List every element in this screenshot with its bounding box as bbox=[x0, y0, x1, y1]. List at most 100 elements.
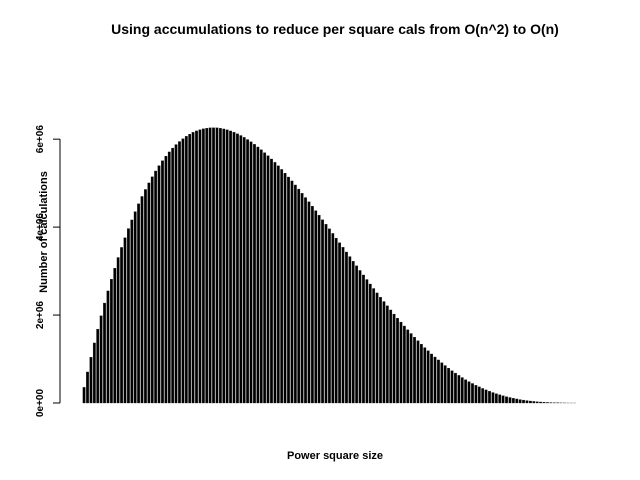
bar bbox=[382, 301, 386, 404]
bar bbox=[379, 297, 382, 404]
bar bbox=[270, 158, 273, 404]
bar bbox=[297, 188, 301, 404]
bar bbox=[491, 392, 495, 404]
bar bbox=[321, 219, 324, 404]
bar bbox=[542, 402, 546, 404]
bar bbox=[201, 128, 205, 404]
bar bbox=[433, 356, 437, 404]
bar bbox=[406, 329, 410, 404]
bar bbox=[130, 219, 134, 404]
bar bbox=[358, 270, 362, 404]
bar bbox=[457, 375, 461, 404]
bar bbox=[317, 215, 321, 404]
bar bbox=[409, 333, 413, 404]
bar bbox=[137, 203, 140, 404]
bar bbox=[355, 265, 359, 404]
bar bbox=[191, 132, 195, 404]
bar bbox=[293, 184, 297, 404]
bar bbox=[208, 127, 212, 404]
bar bbox=[103, 302, 106, 404]
bar bbox=[474, 385, 478, 404]
x-axis-title: Power square size bbox=[287, 450, 383, 462]
bar bbox=[218, 128, 222, 404]
bar bbox=[334, 237, 338, 404]
bar bbox=[535, 401, 539, 404]
bar bbox=[331, 233, 335, 404]
bar bbox=[171, 147, 175, 404]
bar bbox=[477, 386, 481, 404]
bar bbox=[365, 279, 369, 404]
y-axis-title: Number of calculations bbox=[38, 171, 50, 293]
bar bbox=[225, 129, 229, 404]
bar bbox=[307, 201, 311, 404]
bar bbox=[426, 350, 430, 404]
bar bbox=[89, 357, 93, 404]
y-tick-label: 0e+00 bbox=[35, 389, 46, 418]
bar bbox=[256, 146, 260, 404]
bar bbox=[195, 130, 198, 404]
bar bbox=[280, 169, 284, 404]
bar bbox=[290, 180, 294, 404]
bar bbox=[154, 170, 158, 404]
bar bbox=[385, 305, 389, 404]
bar bbox=[229, 130, 232, 404]
chart-title: Using accumulations to reduce per square… bbox=[111, 21, 559, 37]
bar bbox=[324, 224, 328, 404]
bar bbox=[266, 155, 270, 404]
bar bbox=[144, 189, 147, 404]
bar bbox=[96, 328, 100, 404]
bar bbox=[133, 211, 137, 404]
bar bbox=[460, 377, 464, 404]
bar bbox=[310, 206, 314, 404]
bar bbox=[375, 292, 379, 404]
bar bbox=[232, 132, 236, 404]
bar bbox=[392, 313, 396, 404]
y-tick-label: 4e+06 bbox=[35, 213, 46, 242]
bar bbox=[546, 402, 549, 404]
bar bbox=[508, 397, 512, 404]
bar bbox=[539, 401, 542, 404]
bar bbox=[181, 138, 185, 404]
bar bbox=[447, 367, 450, 404]
y-tick-label: 6e+06 bbox=[35, 125, 46, 154]
bar bbox=[484, 389, 488, 404]
bar bbox=[413, 337, 416, 404]
bar bbox=[464, 379, 468, 404]
bar bbox=[215, 127, 219, 404]
bar bbox=[351, 261, 355, 404]
bar bbox=[454, 372, 457, 404]
bar bbox=[120, 247, 123, 404]
bar bbox=[416, 340, 420, 404]
bar bbox=[276, 165, 280, 404]
bar bbox=[239, 135, 243, 404]
bar bbox=[505, 396, 508, 404]
bar bbox=[522, 399, 525, 404]
bar bbox=[249, 141, 253, 404]
bar bbox=[423, 347, 427, 404]
bar bbox=[471, 383, 474, 404]
bar bbox=[501, 395, 505, 404]
bar bbox=[338, 242, 341, 404]
bars-group bbox=[82, 127, 577, 404]
bar bbox=[402, 325, 406, 404]
bar bbox=[515, 398, 519, 404]
bar bbox=[494, 393, 498, 404]
bar bbox=[174, 144, 178, 404]
y-axis: 0e+00 2e+06 4e+06 6e+06 bbox=[35, 125, 61, 418]
bar bbox=[488, 391, 491, 404]
bar bbox=[242, 137, 246, 404]
bar bbox=[345, 251, 348, 404]
bar bbox=[450, 370, 454, 404]
bar bbox=[304, 197, 307, 404]
bar bbox=[99, 315, 103, 404]
bar bbox=[511, 398, 515, 404]
bar bbox=[368, 283, 372, 404]
bar bbox=[300, 193, 304, 404]
bar bbox=[529, 400, 532, 404]
bar bbox=[314, 210, 318, 404]
bar bbox=[106, 290, 110, 404]
bar bbox=[113, 267, 117, 404]
bar bbox=[253, 144, 256, 404]
bar bbox=[437, 359, 440, 404]
